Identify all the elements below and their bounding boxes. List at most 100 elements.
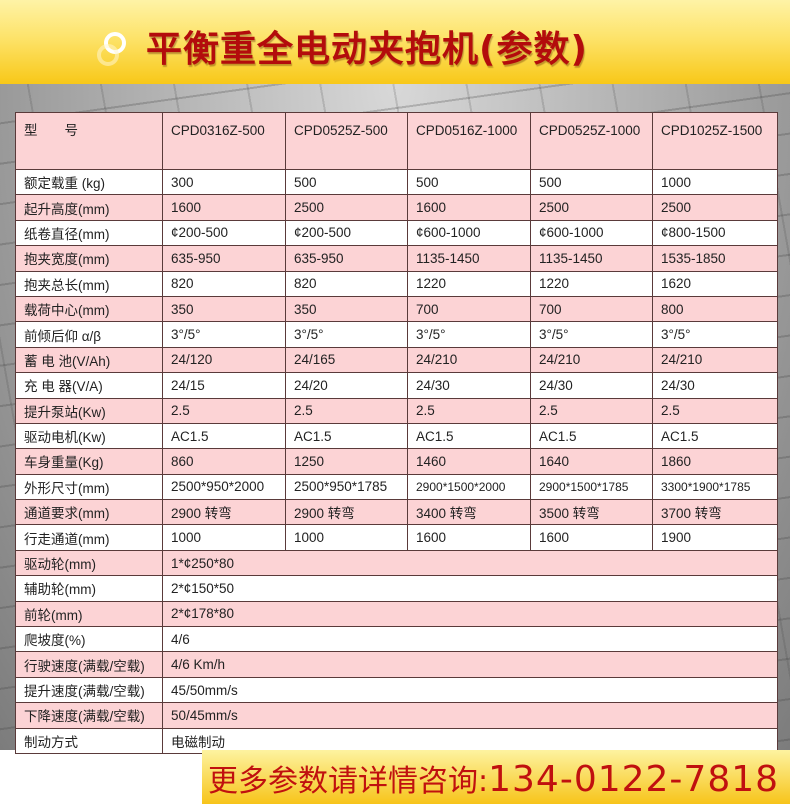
cell-value: 电磁制动 <box>162 727 778 754</box>
cell-value: ¢800-1500 <box>652 219 778 247</box>
table-row: 驱动轮(mm) 1*¢250*80 <box>15 549 778 577</box>
cell-value: 4/6 <box>162 626 778 653</box>
row-label: 辅助轮(mm) <box>15 575 163 602</box>
ring-icon <box>97 44 119 66</box>
cell-value: ¢200-500 <box>285 219 408 247</box>
row-label: 前轮(mm) <box>15 600 163 628</box>
cell-value: 24/30 <box>652 372 778 399</box>
cell-value: 1620 <box>652 270 778 297</box>
cell-value: 350 <box>285 295 408 323</box>
header-label: 型 号 <box>15 112 163 170</box>
contact-label: 更多参数请详情咨询: <box>208 764 489 799</box>
cell-value: 1600 <box>530 524 653 551</box>
cell-value: 2*¢150*50 <box>162 575 778 602</box>
cell-value: 3400 转弯 <box>407 499 531 526</box>
row-label: 抱夹宽度(mm) <box>15 245 163 272</box>
cell-value: 3°/5° <box>652 321 778 348</box>
row-label: 起升高度(mm) <box>15 194 163 221</box>
table-row: 行走通道(mm) 1000 1000 1600 1600 1900 <box>15 524 778 551</box>
cell-value: 2900*1500*1785 <box>530 473 653 501</box>
contact-text: 更多参数请详情咨询:134-0122-7818 <box>208 756 779 800</box>
cell-value: 3°/5° <box>530 321 653 348</box>
table-row: 纸卷直径(mm) ¢200-500 ¢200-500 ¢600-1000 ¢600-10… <box>15 219 778 247</box>
cell-value: 3300*1900*1785 <box>652 473 778 501</box>
cell-value: 350 <box>162 295 286 323</box>
row-label: 外形尺寸(mm) <box>15 473 163 501</box>
table-row: 额定载重 (kg) 300 500 500 500 1000 <box>15 168 778 196</box>
table-row: 驱动电机(Kw) AC1.5 AC1.5 AC1.5 AC1.5 AC1.5 <box>15 422 778 450</box>
cell-value: AC1.5 <box>407 422 531 450</box>
row-label: 载荷中心(mm) <box>15 295 163 323</box>
row-label: 前倾后仰 α/β <box>15 321 163 348</box>
table-row: 行驶速度(满载/空载) 4/6 Km/h <box>15 651 778 678</box>
row-label: 通道要求(mm) <box>15 499 163 526</box>
cell-value: 860 <box>162 448 286 475</box>
cell-value: 2500*950*2000 <box>162 473 286 501</box>
cell-value: 635-950 <box>285 245 408 272</box>
cell-value: 1000 <box>162 524 286 551</box>
table-row: 制动方式 电磁制动 <box>15 727 778 754</box>
cell-value: ¢600-1000 <box>407 219 531 247</box>
page-title: 平衡重全电动夹抱机(参数) <box>146 29 588 70</box>
table-row: 车身重量(Kg) 860 1250 1460 1640 1860 <box>15 448 778 475</box>
row-label: 驱动电机(Kw) <box>15 422 163 450</box>
table-row: 起升高度(mm) 1600 2500 1600 2500 2500 <box>15 194 778 221</box>
cell-value: 1600 <box>162 194 286 221</box>
cell-value: 50/45mm/s <box>162 702 778 729</box>
row-label: 提升泵站(Kw) <box>15 397 163 424</box>
row-label: 驱动轮(mm) <box>15 549 163 577</box>
row-label: 蓄 电 池(V/Ah) <box>15 346 163 374</box>
cell-value: 2500 <box>652 194 778 221</box>
header-model: CPD0516Z-1000 <box>407 112 531 170</box>
cell-value: AC1.5 <box>530 422 653 450</box>
title-banner: 平衡重全电动夹抱机(参数) <box>0 0 790 84</box>
cell-value: 4/6 Km/h <box>162 651 778 678</box>
spec-table: 型 号 CPD0316Z-500 CPD0525Z-500 CPD0516Z-1000… <box>15 112 778 754</box>
cell-value: 500 <box>530 168 653 196</box>
cell-value: 1640 <box>530 448 653 475</box>
table-row: 前倾后仰 α/β 3°/5° 3°/5° 3°/5° 3°/5° 3°/5° <box>15 321 778 348</box>
cell-value: 24/30 <box>407 372 531 399</box>
header-model: CPD0525Z-500 <box>285 112 408 170</box>
cell-value: AC1.5 <box>285 422 408 450</box>
cell-value: 3°/5° <box>162 321 286 348</box>
cell-value: 2.5 <box>652 397 778 424</box>
cell-value: 2.5 <box>285 397 408 424</box>
cell-value: 2*¢178*80 <box>162 600 778 628</box>
row-label: 行驶速度(满载/空载) <box>15 651 163 678</box>
cell-value: 3700 转弯 <box>652 499 778 526</box>
cell-value: 1220 <box>530 270 653 297</box>
cell-value: 1135-1450 <box>407 245 531 272</box>
header-model: CPD0316Z-500 <box>162 112 286 170</box>
cell-value: 3°/5° <box>285 321 408 348</box>
cell-value: 24/210 <box>652 346 778 374</box>
row-label: 纸卷直径(mm) <box>15 219 163 247</box>
cell-value: 24/210 <box>530 346 653 374</box>
table-row: 通道要求(mm) 2900 转弯 2900 转弯 3400 转弯 3500 转弯 3700… <box>15 499 778 526</box>
table-row: 辅助轮(mm) 2*¢150*50 <box>15 575 778 602</box>
cell-value: 300 <box>162 168 286 196</box>
table-row: 爬坡度(%) 4/6 <box>15 626 778 653</box>
cell-value: 635-950 <box>162 245 286 272</box>
row-label: 行走通道(mm) <box>15 524 163 551</box>
cell-value: 2.5 <box>407 397 531 424</box>
table-row: 前轮(mm) 2*¢178*80 <box>15 600 778 628</box>
cell-value: ¢200-500 <box>162 219 286 247</box>
cell-value: 1220 <box>407 270 531 297</box>
cell-value: 45/50mm/s <box>162 676 778 704</box>
cell-value: 700 <box>407 295 531 323</box>
cell-value: 2900 转弯 <box>285 499 408 526</box>
cell-value: 1900 <box>652 524 778 551</box>
cell-value: 500 <box>407 168 531 196</box>
table-row: 下降速度(满载/空载) 50/45mm/s <box>15 702 778 729</box>
row-label: 抱夹总长(mm) <box>15 270 163 297</box>
cell-value: 820 <box>162 270 286 297</box>
table-row: 提升泵站(Kw) 2.5 2.5 2.5 2.5 2.5 <box>15 397 778 424</box>
cell-value: 24/120 <box>162 346 286 374</box>
row-label: 下降速度(满载/空载) <box>15 702 163 729</box>
cell-value: AC1.5 <box>652 422 778 450</box>
cell-value: 500 <box>285 168 408 196</box>
cell-value: 2.5 <box>162 397 286 424</box>
cell-value: 1135-1450 <box>530 245 653 272</box>
cell-value: 2900*1500*2000 <box>407 473 531 501</box>
